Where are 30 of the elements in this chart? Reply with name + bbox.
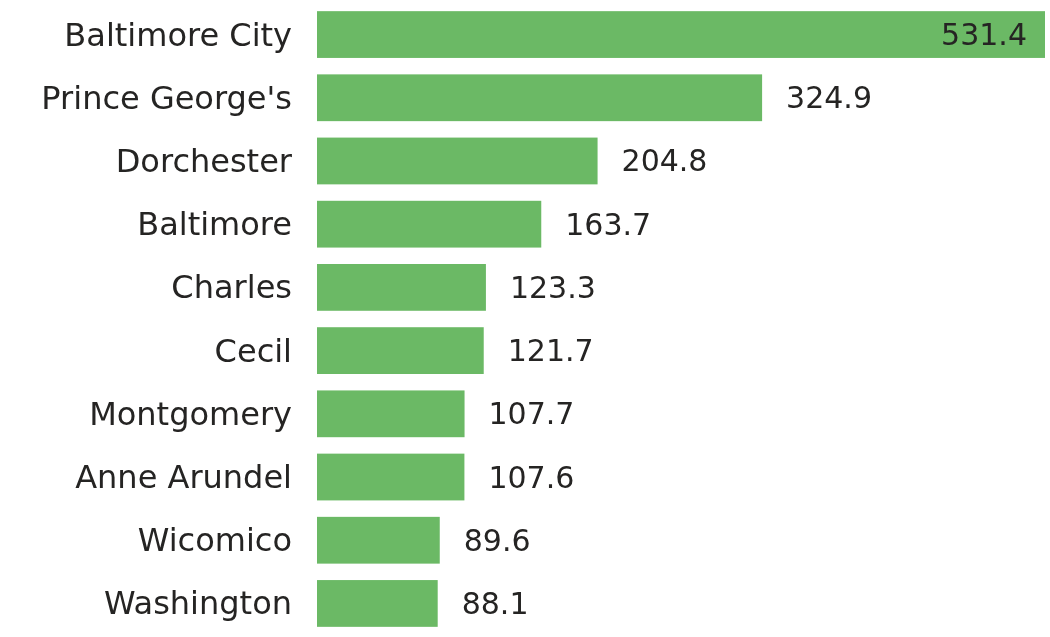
data-label: 107.6 — [488, 459, 575, 495]
y-tick-label: Charles — [171, 268, 292, 307]
data-label: 123.3 — [509, 269, 596, 305]
data-label: 121.7 — [507, 333, 594, 369]
data-label: 324.9 — [786, 80, 872, 116]
y-tick-label: Montgomery — [89, 394, 292, 433]
y-tick-label: Baltimore City — [64, 15, 292, 54]
bar — [317, 327, 484, 374]
bar — [317, 453, 465, 501]
y-tick-label: Dorchester — [115, 141, 293, 180]
bar — [317, 390, 465, 438]
bar — [317, 200, 542, 248]
bar — [317, 516, 440, 564]
bar — [317, 74, 763, 122]
y-tick-label: Wicomico — [137, 521, 292, 560]
bar — [317, 11, 1045, 58]
y-tick-label: Cecil — [214, 331, 292, 370]
bar — [317, 264, 486, 311]
data-label: 89.6 — [463, 522, 531, 558]
bar — [317, 137, 598, 185]
bar — [317, 580, 438, 627]
y-tick-label: Anne Arundel — [75, 458, 292, 497]
data-label: 107.7 — [488, 396, 575, 432]
data-label: 88.1 — [461, 585, 529, 621]
y-tick-label: Washington — [103, 584, 292, 623]
data-label: 531.4 — [941, 17, 1027, 53]
data-label: 204.8 — [621, 143, 708, 179]
y-tick-label: Prince George's — [41, 78, 292, 117]
data-label: 163.7 — [565, 206, 652, 242]
y-tick-label: Baltimore — [137, 205, 292, 244]
